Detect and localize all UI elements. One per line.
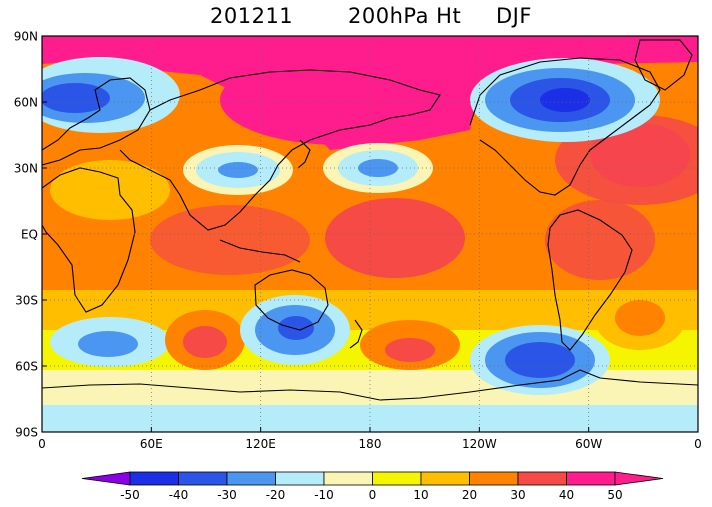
- coastlines: [42, 39, 698, 401]
- colorbar-segment: [226, 471, 276, 486]
- lon-label: 0: [38, 437, 46, 451]
- colorbar: -50 -40 -30 -20 -10 0 10 20 30 40 50: [81, 471, 664, 502]
- colorbar-tick-label: 40: [559, 488, 574, 502]
- title-variable: 200hPa Ht: [348, 4, 462, 28]
- lon-label: 60W: [575, 437, 602, 451]
- lat-label: EQ: [21, 228, 38, 242]
- colorbar-segment: [566, 471, 616, 486]
- colorbar-tick-label: 0: [369, 488, 377, 502]
- lon-label: 60E: [140, 437, 163, 451]
- map-title: 201211 200hPa Ht DJF: [0, 4, 712, 30]
- lat-label: 90N: [14, 30, 38, 44]
- colorbar-segment: [323, 471, 373, 486]
- lon-label: 120W: [462, 437, 497, 451]
- colorbar-segment: [129, 471, 179, 486]
- colorbar-tick-label: -30: [217, 488, 237, 502]
- colorbar-min-arrow: [81, 471, 131, 486]
- colorbar-tick-label: 10: [413, 488, 428, 502]
- lat-label: 30N: [14, 162, 38, 176]
- colorbar-tick-label: -10: [314, 488, 334, 502]
- colorbar-tick-label: -20: [266, 488, 286, 502]
- latitude-axis: 90N 60N 30N EQ 30S 60S 90S: [14, 30, 47, 440]
- lon-label: 0: [694, 437, 702, 451]
- title-season: DJF: [496, 4, 532, 28]
- colorbar-tick-label: -50: [120, 488, 140, 502]
- colorbar-tick-label: -40: [169, 488, 189, 502]
- grid-lines: [42, 36, 698, 432]
- colorbar-segment: [372, 471, 422, 486]
- lon-label: 120E: [245, 437, 276, 451]
- colorbar-tick-label: 30: [510, 488, 525, 502]
- colorbar-segment: [420, 471, 470, 486]
- colorbar-tick-label: 20: [462, 488, 477, 502]
- colorbar-segment: [517, 471, 567, 486]
- colorbar-max-arrow: [614, 471, 664, 486]
- colorbar-segment: [275, 471, 325, 486]
- lon-label: 180: [359, 437, 382, 451]
- lat-label: 90S: [15, 426, 38, 440]
- lat-label: 60S: [15, 360, 38, 374]
- lat-label: 60N: [14, 96, 38, 110]
- lat-label: 30S: [15, 294, 38, 308]
- longitude-axis: 0 60E 120E 180 120W 60W 0: [38, 427, 702, 451]
- colorbar-segment: [178, 471, 228, 486]
- title-date: 201211: [210, 4, 294, 28]
- colorbar-tick-label: 50: [607, 488, 622, 502]
- colorbar-segment: [469, 471, 519, 486]
